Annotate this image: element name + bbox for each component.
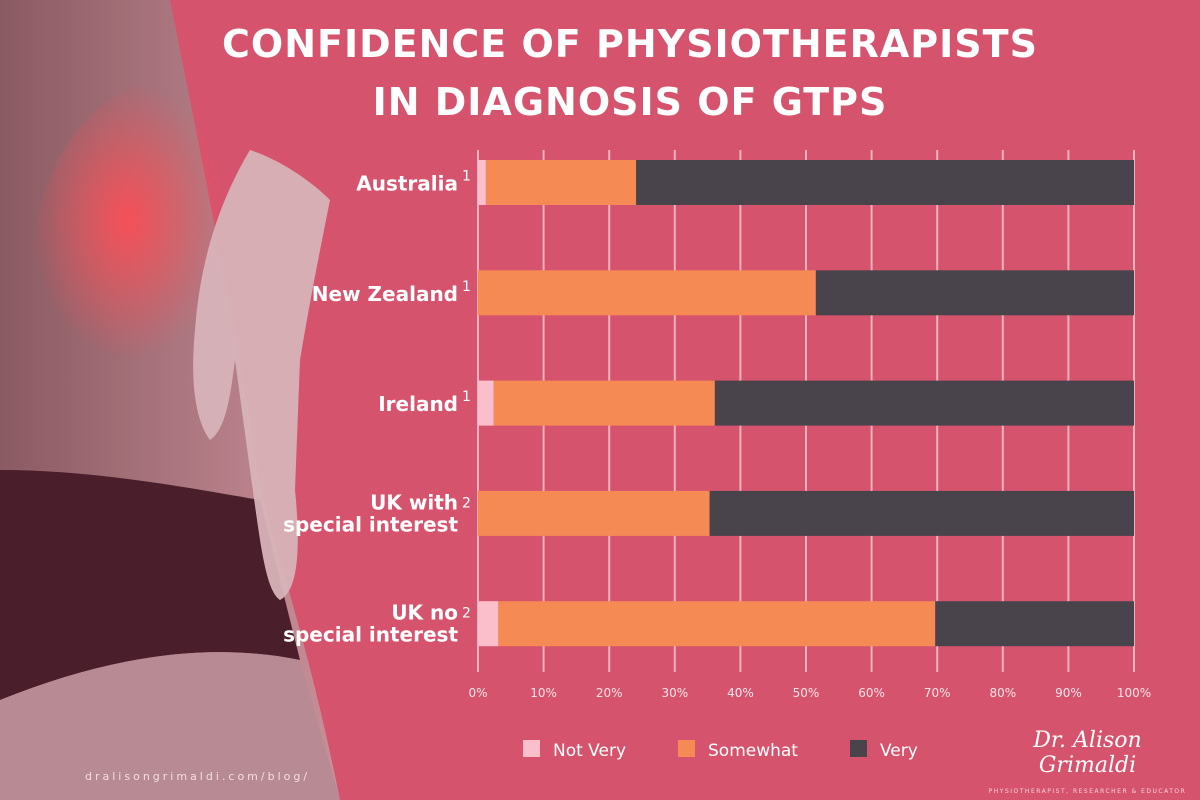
reference-superscript: 1 xyxy=(462,389,471,405)
legend-swatch xyxy=(523,740,540,757)
background-photo xyxy=(0,0,340,800)
legend-swatch xyxy=(678,740,695,757)
legend-swatch xyxy=(850,740,867,757)
x-tick-label: 0% xyxy=(468,686,487,700)
bar-segment-very xyxy=(935,601,1134,647)
reference-superscript: 1 xyxy=(462,169,471,185)
logo-tagline: PHYSIOTHERAPIST, RESEARCHER & EDUCATOR xyxy=(988,788,1187,795)
x-tick-label: 50% xyxy=(793,686,820,700)
bar-segment-very xyxy=(709,490,1134,536)
bar-segment-very xyxy=(636,160,1134,205)
category-label: UK with xyxy=(370,490,458,514)
reference-superscript: 2 xyxy=(462,606,471,622)
x-tick-label: 10% xyxy=(530,686,557,700)
legend-label: Not Very xyxy=(553,741,626,761)
x-tick-label: 90% xyxy=(1055,686,1082,700)
x-tick-label: 80% xyxy=(989,686,1016,700)
category-label: Ireland xyxy=(378,392,458,416)
bar-segment-somewhat xyxy=(498,601,936,647)
brand-logo: Dr. Alison Grimaldi PHYSIOTHERAPIST, RES… xyxy=(985,728,1190,795)
x-tick-label: 60% xyxy=(858,686,885,700)
category-label: special interest xyxy=(283,623,458,647)
category-label: Australia xyxy=(356,172,458,196)
category-label: New Zealand xyxy=(312,282,458,306)
category-label: UK no xyxy=(391,601,458,625)
bar-segment-very xyxy=(815,270,1134,316)
reference-superscript: 2 xyxy=(462,495,471,511)
bar-segment-not-very xyxy=(478,601,499,647)
bar-segment-somewhat xyxy=(485,160,637,205)
bar-segment-not-very xyxy=(478,380,494,426)
legend-label: Somewhat xyxy=(708,741,798,761)
logo-signature: Dr. Alison Grimaldi xyxy=(1033,728,1142,778)
footer-url[interactable]: dralisongrimaldi.com/blog/ xyxy=(85,770,311,783)
reference-superscript: 1 xyxy=(462,279,471,295)
chart-title-line1: CONFIDENCE OF PHYSIOTHERAPISTS xyxy=(222,22,1038,66)
bar-segment-not-very xyxy=(478,160,486,205)
category-label: special interest xyxy=(283,512,458,536)
bar-segment-very xyxy=(714,380,1134,426)
bar-segment-somewhat xyxy=(478,270,816,316)
x-tick-label: 30% xyxy=(661,686,688,700)
bar-segment-somewhat xyxy=(478,490,710,536)
chart-title-line2: IN DIAGNOSIS OF GTPS xyxy=(372,80,888,124)
legend-label: Very xyxy=(880,741,918,761)
x-tick-label: 40% xyxy=(727,686,754,700)
x-tick-label: 20% xyxy=(596,686,623,700)
x-tick-label: 70% xyxy=(924,686,951,700)
bar-segment-somewhat xyxy=(493,380,715,426)
x-tick-label: 100% xyxy=(1117,686,1151,700)
